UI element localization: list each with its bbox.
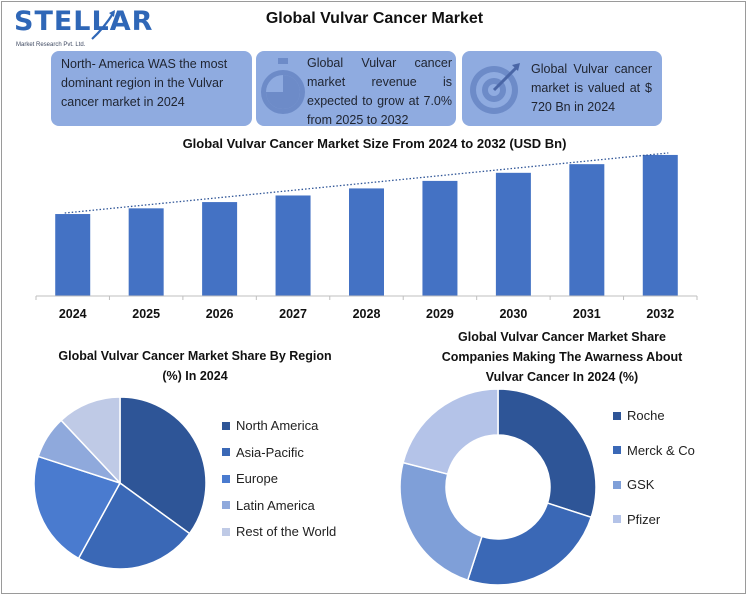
legend-label: Asia-Pacific	[236, 444, 304, 460]
info-box-text: Global Vulvar cancer market revenue is e…	[307, 56, 452, 127]
legend-label: Pfizer	[627, 511, 661, 527]
legend-item: North America	[222, 418, 318, 433]
info-box-text: Global Vulvar cancer market is valued at…	[531, 62, 652, 114]
info-box-value: Global Vulvar cancer market is valued at…	[462, 51, 662, 126]
trend-line	[64, 152, 669, 214]
info-box-growth: Global Vulvar cancer market revenue is e…	[256, 51, 456, 127]
legend-item: Asia-Pacific	[222, 445, 304, 460]
slice-europe	[33, 455, 122, 560]
bar-chart: 2024 2025 2026 2027 2028 2029 2030 2031 2032	[35, 152, 698, 321]
x-tick-label: 2031	[573, 307, 601, 321]
x-tick-label: 2027	[279, 307, 307, 321]
bar-2024	[55, 214, 91, 296]
slice-gsk	[399, 461, 483, 582]
legend-item: Merck & Co	[613, 443, 695, 458]
bar-2025	[128, 208, 164, 296]
legend-label: GSK	[627, 477, 655, 492]
bar-2032	[642, 154, 678, 296]
legend-swatch	[613, 480, 621, 489]
legend-swatch	[222, 421, 230, 430]
info-box-region: North- America WAS the most dominant reg…	[51, 51, 252, 126]
bar-2029	[422, 180, 458, 296]
donut-chart-title: Global Vulvar Cancer Market Share Compan…	[441, 330, 683, 384]
pie-chart	[33, 396, 207, 570]
slice-north-america	[119, 396, 207, 535]
legend-label: North America	[236, 418, 319, 433]
bar-2026	[202, 202, 238, 296]
bar-2031	[569, 164, 605, 296]
bar-2028	[349, 188, 384, 296]
slice-pfizer	[402, 388, 499, 475]
legend-item: Europe	[222, 471, 278, 486]
legend-item: GSK	[613, 477, 654, 492]
legend-label: Merck & Co	[627, 442, 695, 458]
bar-2027	[275, 195, 311, 296]
pie-chart-title: Global Vulvar Cancer Market Share By Reg…	[58, 349, 332, 383]
bar-2030	[495, 172, 531, 296]
x-tick-label: 2028	[353, 307, 381, 321]
legend-item: Rest of the World	[222, 524, 336, 539]
legend-swatch	[222, 448, 230, 457]
x-tick-label: 2029	[426, 307, 454, 321]
donut-chart	[399, 388, 597, 586]
legend-item: Roche	[613, 408, 665, 423]
legend-swatch	[222, 474, 230, 483]
stopwatch-icon	[261, 58, 305, 114]
legend-label: Latin America	[236, 497, 315, 513]
legend-swatch	[613, 446, 621, 455]
slice-rest-of-the-world	[60, 396, 121, 485]
x-tick-label: 2026	[206, 307, 234, 321]
legend-swatch	[222, 501, 230, 510]
logo-swoosh-icon	[91, 10, 115, 40]
info-box-text: North- America WAS the most dominant reg…	[61, 57, 228, 109]
legend-swatch	[613, 515, 621, 524]
slice-merck-co	[466, 502, 593, 586]
legend-item: Pfizer	[613, 512, 660, 527]
legend-item: Latin America	[222, 498, 315, 513]
x-tick-label: 2030	[499, 307, 527, 321]
logo-tagline: Market Research Pvt. Ltd.	[16, 42, 86, 48]
legend-swatch	[613, 411, 621, 420]
slice-asia-pacific	[77, 481, 191, 570]
legend-label: Roche	[627, 408, 665, 423]
page-title: Global Vulvar Cancer Market	[265, 10, 484, 27]
logo-wordmark: STELLAR	[14, 6, 154, 37]
x-tick-label: 2024	[59, 307, 87, 321]
legend-label: Europe	[236, 471, 278, 486]
x-tick-label: 2025	[132, 307, 160, 321]
x-tick-label: 2032	[646, 307, 674, 321]
logo: STELLAR Market Research Pvt. Ltd.	[14, 6, 152, 52]
target-icon	[470, 63, 520, 114]
slice-roche	[497, 388, 597, 519]
bar-chart-title: Global Vulvar Cancer Market Size From 20…	[182, 136, 567, 151]
legend-label: Rest of the World	[236, 524, 337, 539]
legend-swatch	[222, 527, 230, 536]
